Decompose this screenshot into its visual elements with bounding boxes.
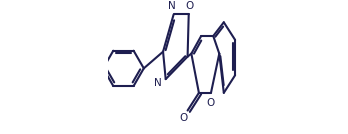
Text: O: O — [180, 113, 188, 123]
Text: O: O — [207, 98, 215, 108]
Text: N: N — [168, 1, 176, 11]
Text: O: O — [185, 1, 193, 11]
Text: N: N — [154, 78, 162, 88]
